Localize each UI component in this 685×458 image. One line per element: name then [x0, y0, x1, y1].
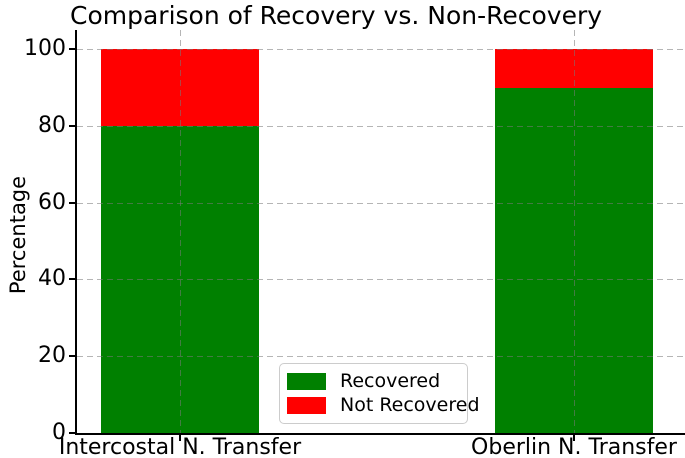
y-tick-label: 0: [52, 420, 66, 445]
gridline-horizontal: [77, 356, 685, 358]
legend-label: Recovered: [340, 370, 441, 392]
x-tick-label: Oberlin N. Transfer: [471, 435, 677, 458]
y-tick-mark: [69, 432, 77, 434]
legend-item: Recovered: [287, 372, 457, 391]
y-tick-mark: [69, 124, 77, 127]
y-tick-label: 60: [38, 189, 66, 215]
legend-swatch-not-recovered: [287, 397, 326, 414]
gridline-vertical: [180, 30, 181, 433]
y-tick-label: 40: [38, 266, 66, 292]
legend-swatch-recovered: [287, 373, 326, 390]
y-tick-label: 80: [38, 112, 66, 138]
x-tick-mark: [573, 435, 575, 441]
y-tick-mark: [69, 278, 77, 281]
legend-item: Not Recovered: [287, 396, 480, 415]
gridline-horizontal: [77, 279, 685, 281]
gridline-horizontal: [77, 49, 685, 51]
legend-label: Not Recovered: [340, 394, 480, 416]
y-tick-mark: [69, 355, 77, 358]
chart-title: Comparison of Recovery vs. Non-Recovery: [70, 1, 603, 30]
y-tick-label: 100: [24, 36, 66, 62]
gridline-vertical: [574, 30, 575, 433]
gridline-horizontal: [77, 202, 685, 204]
x-tick-label: Intercostal N. Transfer: [58, 435, 302, 458]
plot-area: [75, 30, 685, 435]
y-tick-label: 20: [38, 343, 66, 369]
x-tick-mark: [179, 435, 181, 441]
y-tick-mark: [69, 201, 77, 204]
gridline-horizontal: [77, 125, 685, 127]
y-tick-mark: [69, 48, 77, 51]
legend: Recovered Not Recovered: [279, 363, 480, 424]
